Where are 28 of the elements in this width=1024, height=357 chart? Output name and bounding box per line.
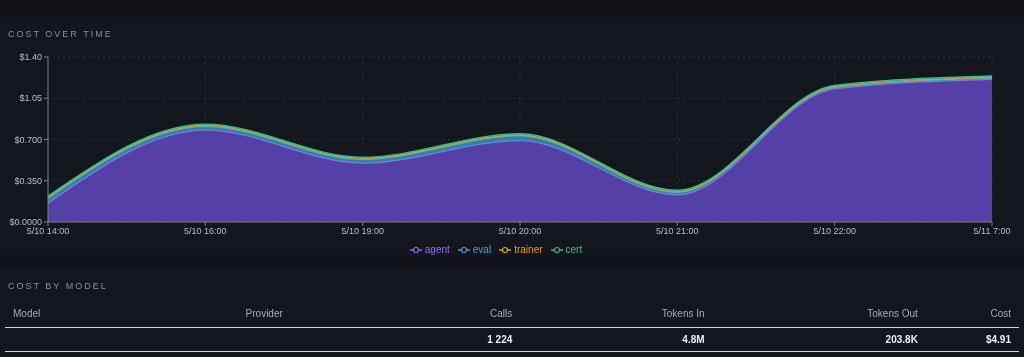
y-tick-label: $0.0000	[9, 217, 42, 228]
legend-label: agent	[423, 244, 450, 255]
text: $4.91	[984, 333, 1012, 347]
text: Model	[12, 307, 42, 321]
x-tick-label: 5/10 21:00	[656, 226, 699, 237]
text: Cost	[989, 307, 1012, 321]
text: COST BY MODEL	[8, 281, 108, 291]
x-tick-label: 5/10 14:00	[26, 226, 70, 237]
x-tick-label: 5/11 7:00	[973, 226, 1011, 237]
legend-label: cert	[564, 244, 583, 255]
text: 203.8K	[884, 333, 919, 347]
chart-title: COST OVER TIME	[8, 29, 113, 39]
text: Tokens Out	[866, 307, 919, 321]
text: Calls	[489, 307, 514, 321]
legend-label: trainer	[513, 244, 543, 255]
text: 1 224	[486, 333, 514, 347]
y-tick-label: $1.40	[19, 52, 42, 63]
y-tick-label: $1.05	[19, 93, 42, 104]
text: Provider	[244, 307, 284, 321]
x-tick-label: 5/10 20:00	[498, 226, 542, 237]
text: 4.8M	[681, 333, 706, 347]
x-tick-label: 5/10 19:00	[341, 226, 384, 237]
y-tick-label: $0.350	[14, 175, 42, 186]
x-tick-label: 5/10 16:00	[184, 226, 227, 237]
y-tick-label: $0.700	[14, 134, 42, 145]
text: Tokens In	[660, 307, 706, 321]
x-tick-label: 5/10 22:00	[813, 226, 856, 237]
legend-label: eval	[471, 244, 492, 255]
